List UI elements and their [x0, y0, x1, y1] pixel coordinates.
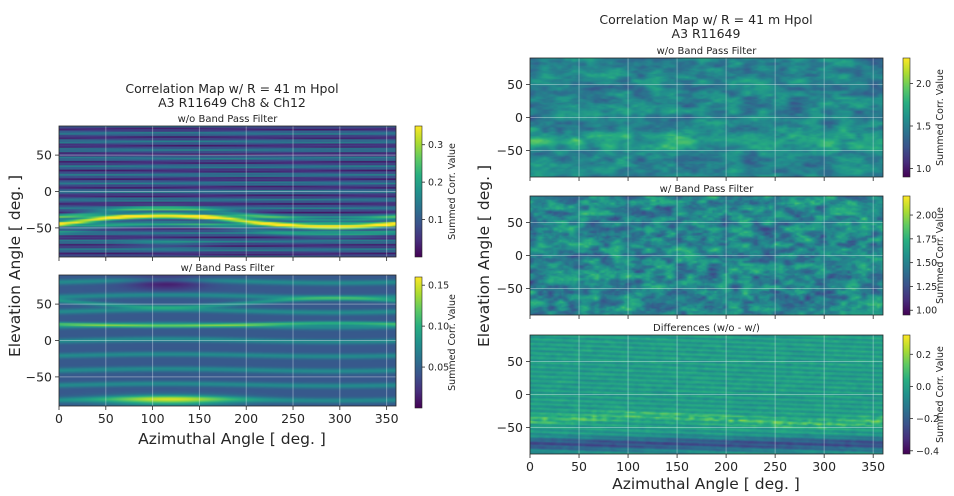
panel-subtitle: w/ Band Pass Filter: [181, 263, 276, 274]
y-tick-label: 50: [36, 148, 52, 163]
y-tick-label: 0: [515, 110, 523, 125]
right-figure-title: Correlation Map w/ R = 41 m Hpol: [599, 12, 812, 27]
panel-subtitle: w/o Band Pass Filter: [178, 114, 279, 125]
x-tick-label: 0: [55, 411, 63, 426]
y-tick-label: −50: [26, 220, 52, 235]
x-tick-label: 300: [328, 411, 352, 426]
y-tick-label: −50: [497, 420, 523, 435]
colorbar-tick-label: 0.15: [428, 281, 449, 292]
y-tick-label: −50: [497, 281, 523, 296]
colorbar-label: Summed Corr. Value: [447, 294, 458, 391]
colorbar-tick-label: 1.5: [916, 122, 931, 133]
y-tick-label: 50: [36, 297, 52, 312]
colorbar-tick-label: 1.25: [916, 282, 937, 293]
y-tick-label: 0: [515, 387, 523, 402]
x-tick-label: 100: [141, 411, 165, 426]
colorbar-tick-label: 0.2: [428, 178, 443, 189]
x-tick-label: 100: [616, 459, 640, 474]
colorbar-tick-label: 1.50: [916, 258, 937, 269]
y-tick-label: 0: [515, 248, 523, 263]
colorbar-tick-label: 0.1: [428, 215, 443, 226]
x-tick-label: 50: [98, 411, 114, 426]
colorbar-tick-label: −0.2: [916, 414, 939, 425]
colorbar-tick-label: 0.3: [428, 140, 443, 151]
colorbar-tick-label: 1.0: [916, 164, 931, 175]
colorbar-label: Summed Corr. Value: [935, 69, 946, 166]
colorbar-tick-label: 2.0: [916, 79, 931, 90]
colorbar: [414, 276, 423, 409]
heatmap-image: [530, 58, 883, 177]
heatmap-image: [59, 126, 396, 257]
y-tick-label: −50: [497, 143, 523, 158]
left-xlabel: Azimuthal Angle [ deg. ]: [138, 430, 326, 448]
panel-left-top: w/o Band Pass Filter −50 0 50 0.1 0.2 0.3 Summe…: [26, 114, 458, 261]
heatmap-image: [530, 335, 883, 454]
colorbar-label: Summed Corr. Value: [935, 346, 946, 443]
colorbar-tick-label: 0.0: [916, 382, 931, 393]
colorbar-label: Summed Corr. Value: [935, 207, 946, 304]
left-ylabel: Elevation Angle [ deg. ]: [6, 175, 24, 357]
y-tick-label: 50: [507, 215, 523, 230]
y-tick-label: 0: [44, 333, 52, 348]
x-tick-label: 350: [861, 459, 885, 474]
y-tick-label: 50: [507, 354, 523, 369]
colorbar-tick-label: 0.05: [428, 363, 449, 374]
right-figure-subtitle: A3 R11649: [672, 26, 741, 41]
colorbar-tick-label: −0.4: [916, 446, 939, 457]
right-ylabel: Elevation Angle [ deg. ]: [475, 165, 493, 347]
colorbar-tick-label: 1.75: [916, 234, 937, 245]
heatmap-image: [59, 275, 396, 406]
panel-left-bottom: w/ Band Pass Filter −50 0 50 0 50 100 150 200 250…: [26, 263, 458, 426]
panel-right-top: w/o Band Pass Filter −50 0 50 1.0 1.5 2.0 Summe…: [497, 46, 946, 181]
x-tick-label: 350: [375, 411, 399, 426]
colorbar: [902, 57, 911, 178]
left-figure-subtitle: A3 R11649 Ch8 & Ch12: [158, 95, 306, 110]
colorbar: [414, 125, 423, 258]
x-tick-label: 50: [571, 459, 587, 474]
right-xlabel: Azimuthal Angle [ deg. ]: [612, 475, 800, 493]
panel-subtitle: w/ Band Pass Filter: [660, 184, 755, 195]
colorbar-tick-label: 0.2: [916, 350, 931, 361]
y-tick-label: −50: [26, 369, 52, 384]
panel-right-mid: w/ Band Pass Filter −50 0 50 1.00 1.25 1.50 1.7…: [497, 184, 946, 319]
x-tick-label: 0: [526, 459, 534, 474]
left-figure-title: Correlation Map w/ R = 41 m Hpol: [125, 81, 338, 96]
x-tick-label: 200: [714, 459, 738, 474]
colorbar-tick-label: 1.00: [916, 306, 937, 317]
colorbar-label: Summed Corr. Value: [447, 143, 458, 240]
colorbar-tick-label: 2.00: [916, 211, 937, 222]
x-tick-label: 300: [812, 459, 836, 474]
x-tick-label: 250: [763, 459, 787, 474]
x-tick-label: 150: [187, 411, 211, 426]
heatmap-image: [530, 196, 883, 315]
x-tick-label: 250: [281, 411, 305, 426]
panel-right-bottom: Differences (w/o - w/) −50 0 50 0 50 100 150 200…: [497, 323, 946, 474]
y-tick-label: 50: [507, 77, 523, 92]
colorbar: [902, 334, 911, 455]
panel-subtitle: Differences (w/o - w/): [653, 323, 760, 334]
colorbar: [902, 195, 911, 316]
x-tick-label: 150: [665, 459, 689, 474]
panel-subtitle: w/o Band Pass Filter: [657, 46, 758, 57]
x-tick-label: 200: [234, 411, 258, 426]
colorbar-tick-label: 0.10: [428, 322, 449, 333]
y-tick-label: 0: [44, 184, 52, 199]
